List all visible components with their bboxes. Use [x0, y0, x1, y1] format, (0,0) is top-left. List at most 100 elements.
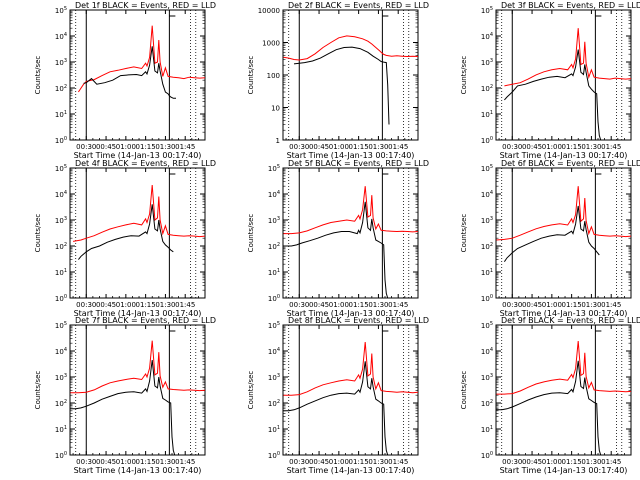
x-axis-label: Start Time (14-Jan-13 00:17:40): [74, 151, 202, 160]
y-tick-label: 101: [481, 268, 493, 277]
series-lld: [496, 341, 631, 395]
series-events: [83, 46, 176, 99]
x-tick-label: 00:30: [76, 458, 96, 466]
y-tick-label: 102: [481, 242, 493, 251]
y-tick-label: 100: [268, 294, 280, 303]
x-tick-label: 01:15: [136, 143, 156, 151]
x-tick-label: 01:15: [349, 458, 369, 466]
series-events: [293, 46, 390, 125]
panel-det-8: Det 8f BLACK = Events, RED = LLD 00:30 00:…: [247, 316, 429, 475]
series-events: [70, 359, 176, 455]
y-tick-label: 100: [55, 451, 67, 460]
y-axis-label: Counts/sec: [34, 56, 42, 95]
y-tick-label: 100: [268, 451, 280, 460]
x-axis-label: Start Time (14-Jan-13 00:17:40): [74, 466, 202, 475]
x-tick-label: 00:30: [502, 458, 522, 466]
x-axis-label: Start Time (14-Jan-13 00:17:40): [500, 466, 628, 475]
series-lld: [73, 185, 205, 242]
x-tick-label: 00:30: [502, 301, 522, 309]
panel-det-2: Det 2f BLACK = Events, RED = LLD 00:30 00:…: [247, 1, 429, 160]
x-tick-label: 01:15: [562, 301, 582, 309]
y-tick-label: 103: [55, 373, 67, 382]
y-axis-label: Counts/sec: [34, 214, 42, 253]
x-tick-label: 01:30: [155, 143, 175, 151]
y-axis-label: Counts/sec: [460, 214, 468, 253]
x-axis-label: Start Time (14-Jan-13 00:17:40): [74, 309, 202, 318]
x-tick-label: 00:30: [76, 143, 96, 151]
series-lld: [496, 186, 631, 241]
y-tick-label: 100: [481, 136, 493, 145]
plot-frame: [282, 167, 419, 299]
x-tick-label: 00:45: [96, 301, 116, 309]
series-lld: [283, 342, 418, 396]
series-events: [286, 201, 389, 298]
x-tick-label: 01:15: [349, 301, 369, 309]
y-tick-label: 104: [481, 190, 493, 199]
panel-title: Det 9f BLACK = Events, RED = LLD: [501, 316, 640, 325]
x-tick-label: 00:45: [96, 143, 116, 151]
series-lld: [283, 35, 418, 61]
x-tick-label: 01:15: [349, 143, 369, 151]
y-axis-label: Counts/sec: [247, 214, 255, 253]
x-tick-label: 01:00: [542, 458, 562, 466]
panel-title: Det 7f BLACK = Events, RED = LLD: [75, 316, 216, 325]
x-axis-label: Start Time (14-Jan-13 00:17:40): [500, 151, 628, 160]
x-tick-label: 01:45: [601, 301, 621, 309]
y-tick-label: 101: [268, 425, 280, 434]
y-tick-label: 103: [55, 58, 67, 67]
x-tick-label: 01:15: [136, 458, 156, 466]
series-events: [78, 204, 174, 260]
x-tick-label: 01:00: [116, 458, 136, 466]
x-tick-label: 00:30: [289, 458, 309, 466]
panel-det-1: Det 1f BLACK = Events, RED = LLD 00:30 00:…: [34, 1, 216, 160]
x-tick-label: 01:30: [155, 301, 175, 309]
y-tick-label: 104: [481, 32, 493, 41]
x-tick-label: 00:45: [522, 143, 542, 151]
x-tick-label: 01:45: [175, 143, 195, 151]
y-tick-label: 104: [55, 190, 67, 199]
x-tick-label: 00:30: [289, 301, 309, 309]
x-tick-label: 01:45: [601, 458, 621, 466]
panel-det-9: Det 9f BLACK = Events, RED = LLD 00:30 00:…: [460, 316, 640, 475]
x-tick-label: 01:45: [388, 301, 408, 309]
x-tick-label: 01:15: [136, 301, 156, 309]
y-tick-label: 105: [55, 321, 67, 330]
y-tick-label: 105: [481, 164, 493, 173]
y-tick-label: 102: [55, 242, 67, 251]
panel-title: Det 6f BLACK = Events, RED = LLD: [501, 159, 640, 168]
x-tick-label: 00:45: [522, 458, 542, 466]
series-events: [503, 205, 600, 262]
y-tick-label: 100: [481, 294, 493, 303]
y-tick-label: 10000: [258, 7, 280, 15]
y-tick-label: 103: [55, 216, 67, 225]
y-tick-label: 103: [481, 373, 493, 382]
x-tick-label: 00:30: [502, 143, 522, 151]
y-axis-label: Counts/sec: [247, 371, 255, 410]
y-tick-label: 105: [55, 6, 67, 15]
x-tick-label: 01:30: [155, 458, 175, 466]
plot-frame: [69, 167, 206, 299]
y-tick-label: 103: [481, 58, 493, 67]
y-tick-label: 101: [55, 110, 67, 119]
x-tick-label: 01:00: [542, 143, 562, 151]
y-tick-label: 100: [481, 451, 493, 460]
y-axis-label: Counts/sec: [460, 56, 468, 95]
x-tick-label: 00:45: [522, 301, 542, 309]
y-tick-label: 1000: [262, 40, 280, 48]
x-tick-label: 01:45: [601, 143, 621, 151]
plot-frame: [69, 324, 206, 456]
y-tick-label: 101: [55, 425, 67, 434]
panel-det-4: Det 4f BLACK = Events, RED = LLD 00:30 00:…: [34, 159, 216, 318]
y-tick-label: 103: [481, 216, 493, 225]
plot-frame: [69, 9, 206, 141]
y-tick-label: 104: [55, 347, 67, 356]
x-tick-label: 01:30: [581, 458, 601, 466]
x-tick-label: 00:45: [309, 458, 329, 466]
x-tick-label: 00:45: [96, 458, 116, 466]
x-axis-label: Start Time (14-Jan-13 00:17:40): [287, 151, 415, 160]
series-lld: [283, 186, 418, 235]
panel-det-7: Det 7f BLACK = Events, RED = LLD 00:30 00:…: [34, 316, 216, 475]
y-tick-label: 101: [481, 110, 493, 119]
